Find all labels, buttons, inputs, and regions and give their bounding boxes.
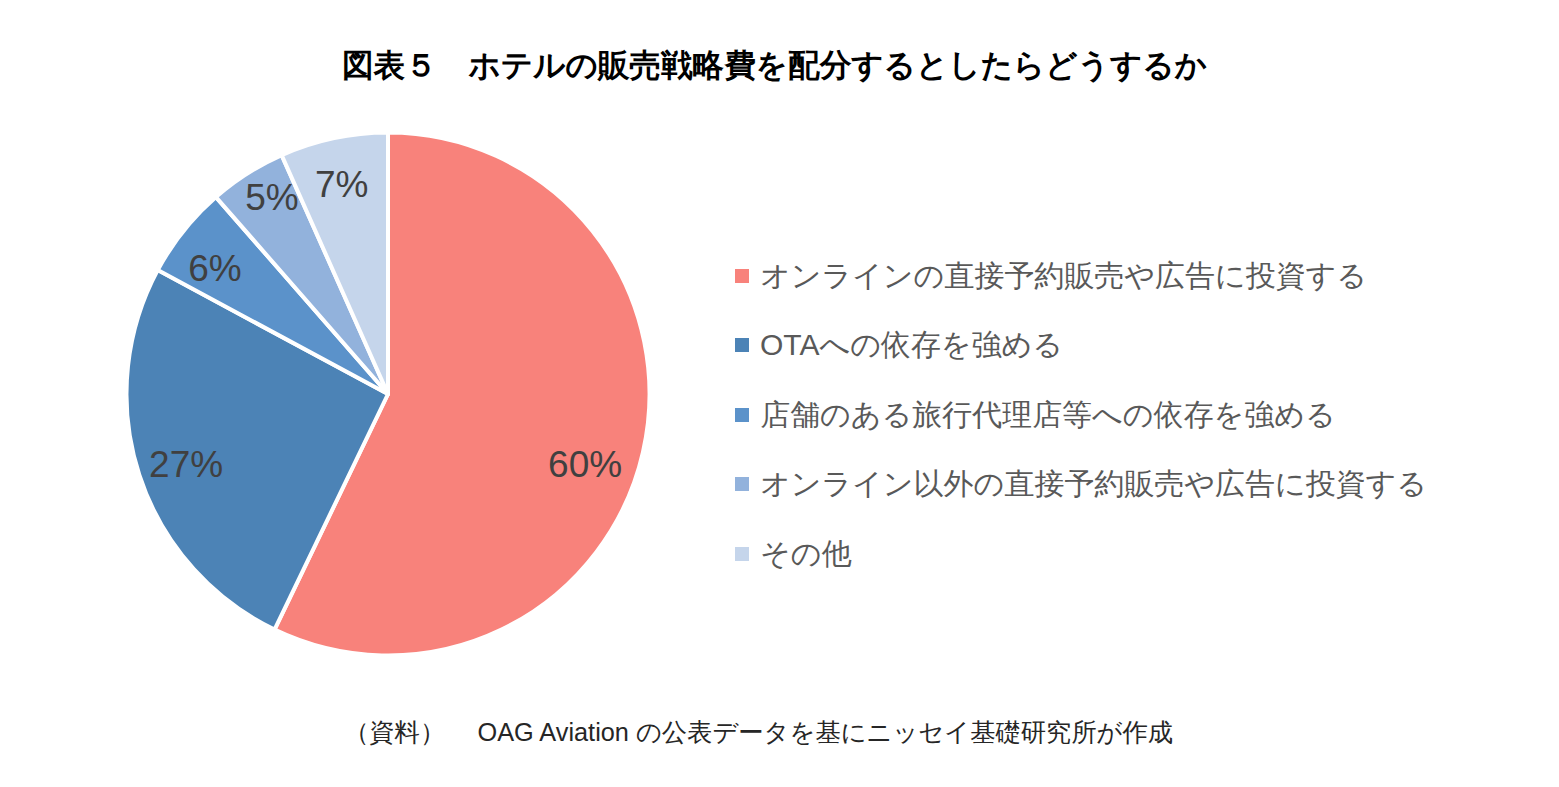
legend-item: OTAへの依存を強める [735, 311, 1427, 381]
legend-item: 店舗のある旅行代理店等への依存を強める [735, 380, 1427, 450]
figure: 図表５ ホテルの販売戦略費を配分するとしたらどうするか 60% 27% 6%5% 7%… [0, 0, 1559, 787]
legend-swatch [735, 338, 749, 352]
legend-label: オンライン以外の直接予約販売や広告に投資する [760, 469, 1427, 499]
legend-label: OTAへの依存を強める [760, 330, 1063, 360]
pie-slice-label: 60% [548, 444, 622, 485]
legend-label: 店舗のある旅行代理店等への依存を強める [760, 400, 1336, 430]
chart-title: 図表５ ホテルの販売戦略費を配分するとしたらどうするか [0, 47, 1554, 83]
legend-swatch [735, 477, 749, 491]
legend-swatch [735, 269, 749, 283]
pie-slice-label: 6% [188, 248, 241, 289]
legend: オンラインの直接予約販売や広告に投資する OTAへの依存を強める店舗のある旅行代理… [735, 241, 1427, 589]
legend-label: その他 [760, 539, 851, 569]
legend-swatch [735, 408, 749, 422]
legend-swatch [735, 547, 749, 561]
pie-slice-label: 27% [149, 444, 223, 485]
legend-item: オンラインの直接予約販売や広告に投資する [735, 241, 1427, 311]
source-note: （資料） OAG Aviation の公表データを基にニッセイ基礎研究所が作成 [344, 717, 1173, 747]
pie-slice-label: 5% [245, 177, 298, 218]
pie-chart: 60% 27% 6%5% 7% [118, 124, 658, 664]
pie-slice-label: 7% [315, 164, 368, 205]
legend-item: その他 [735, 519, 1427, 589]
legend-item: オンライン以外の直接予約販売や広告に投資する [735, 450, 1427, 520]
legend-label: オンラインの直接予約販売や広告に投資する [760, 261, 1367, 291]
